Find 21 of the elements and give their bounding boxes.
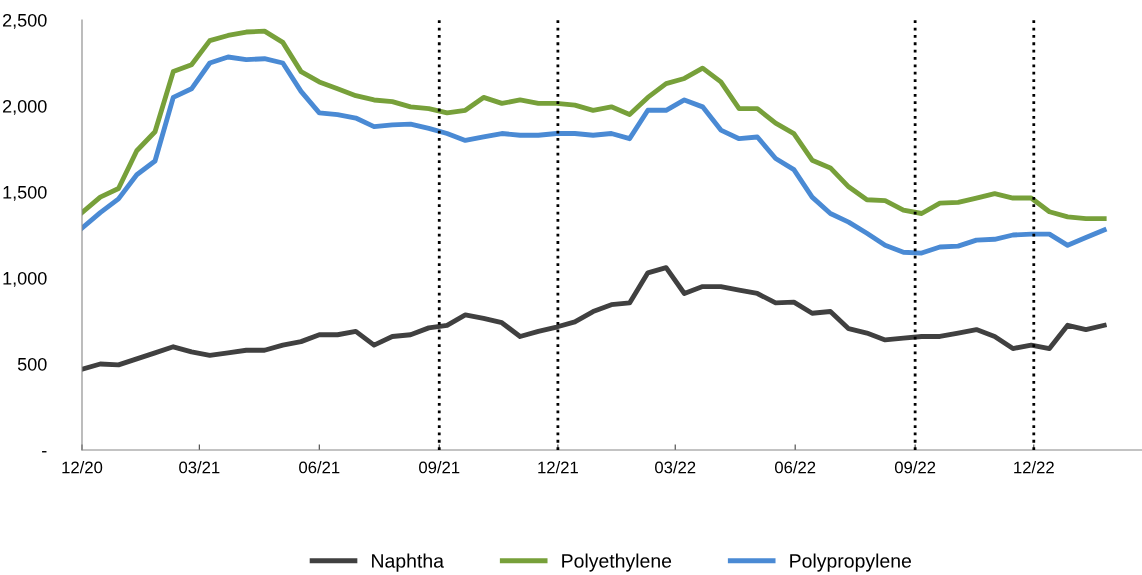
line-series (82, 28, 1107, 222)
line-series (82, 54, 1107, 256)
x-tick-label: 09/22 (894, 461, 936, 474)
y-tick-label: 500 (17, 357, 47, 371)
x-tick-label: 12/20 (62, 461, 103, 474)
y-tick-label: 2,500 (3, 13, 47, 29)
y-tick-label: - (42, 451, 47, 453)
y-tick-label: 1,500 (3, 185, 47, 201)
x-tick-label: 09/21 (419, 461, 460, 474)
legend-label: Naphtha (372, 553, 444, 572)
y-tick-label: 2,000 (3, 99, 47, 115)
x-tick-label: 03/21 (179, 461, 220, 474)
x-tick-label: 03/22 (655, 461, 696, 474)
x-tick-label: 12/21 (538, 461, 578, 474)
x-tick-label: 12/22 (1014, 461, 1054, 474)
y-tick-label: 1,000 (3, 271, 47, 287)
line-series (82, 265, 1107, 372)
legend-label: Polypropylene (790, 553, 912, 572)
x-tick-label: 06/22 (774, 461, 816, 474)
x-tick-label: 06/21 (299, 461, 340, 474)
legend-label: Polyethylene (562, 553, 672, 572)
